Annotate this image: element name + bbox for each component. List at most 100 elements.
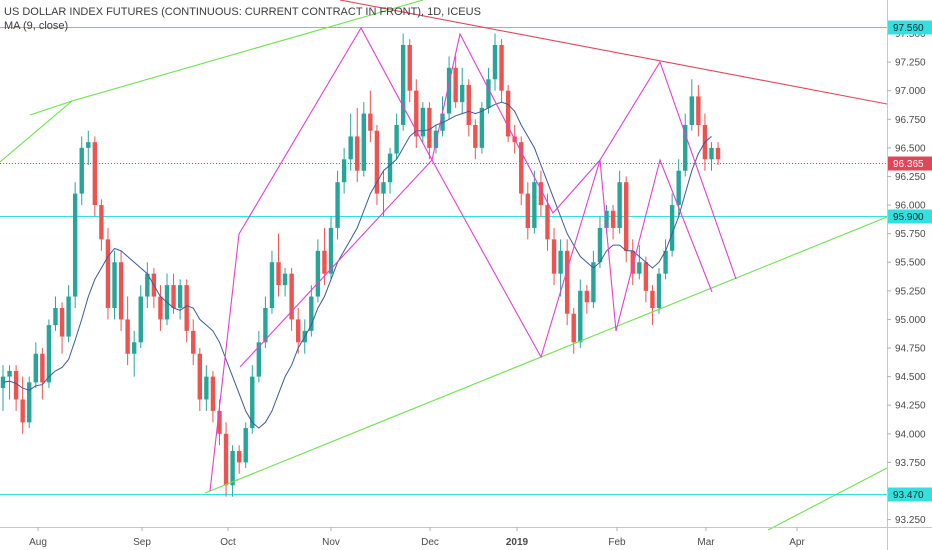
candle [341,147,347,194]
current-price-tag-label: 96.365 [893,159,924,170]
candle-body [7,370,12,377]
candle-body [637,262,642,274]
candle [158,285,163,331]
candle-body [479,107,485,148]
trendline-drawings [0,0,888,531]
candle [184,279,189,343]
candle [591,250,596,308]
candle-body [696,96,701,125]
candle-body [282,273,288,286]
candle [92,136,98,217]
y-tick-label: 96.750 [895,115,926,126]
candle [420,102,426,143]
candle-body [355,136,360,171]
candle [551,227,557,286]
candle-body [505,90,511,137]
candle [584,285,590,314]
candle [597,216,603,268]
candle-body [427,107,432,148]
x-tick-label: Dec [421,537,439,548]
candle-body [125,319,130,354]
price-level-tag [888,209,932,224]
candle-body [715,147,721,160]
price-level-tag-label: 95.900 [893,212,924,223]
x-tick-label: Mar [697,537,715,548]
green-support-trendline [204,216,888,494]
candle [414,79,419,148]
candle [282,267,288,297]
candle-body [433,130,439,148]
candle-body [256,342,262,377]
candle [381,170,386,217]
candle [13,365,19,411]
candle [112,250,117,320]
y-tick-label: 95.250 [895,286,926,297]
candle-body [578,290,583,343]
candlestick-series [0,33,721,497]
candle-body [420,107,426,137]
candle [407,39,412,103]
y-tick-label: 94.250 [895,401,926,412]
candle [177,279,183,320]
candle-body [184,285,189,331]
candle-body [492,44,498,80]
y-tick-label: 96.000 [895,201,926,212]
candle-body [584,290,590,303]
candle-body [348,136,353,160]
candle-body [276,262,281,286]
candle-body [112,262,117,308]
y-tick-label: 93.750 [895,458,926,469]
candle [145,262,150,308]
candle-body [263,307,268,343]
y-tick-label: 93.250 [895,515,926,526]
candle [315,239,321,303]
candle [479,102,485,154]
y-tick-label: 95.500 [895,258,926,269]
candle [59,302,65,354]
candle [138,285,143,349]
candle-body [230,450,235,486]
candle-body [20,399,25,423]
candle [171,273,176,314]
candle [617,170,622,234]
candle [446,56,452,120]
candle-body [630,250,635,274]
candle-body [610,210,616,228]
candle [630,239,635,286]
candle-body [453,67,458,103]
candle [571,307,576,354]
candle [505,84,511,143]
candle [256,330,262,383]
candle-body [243,428,248,463]
candle-body [309,296,314,331]
candle [564,239,570,326]
candle-body [387,153,393,183]
candle [650,285,655,326]
candle-body [59,307,65,337]
candle [532,170,537,234]
candle [164,273,170,326]
candle [125,296,130,366]
candle [643,256,649,303]
y-tick-label: 97.000 [895,86,926,97]
candle-body [460,84,465,103]
candle-body [617,182,622,228]
candle-body [341,159,347,183]
x-tick-label: Sep [133,537,151,548]
candle [525,182,530,240]
candle-body [335,182,340,228]
candle [33,342,38,389]
candle-body [138,296,143,343]
candle-body [204,376,209,400]
candle-body [236,450,242,463]
candle [492,33,498,91]
candle [394,113,399,160]
candle [86,130,91,166]
chart-legend: US DOLLAR INDEX FUTURES (CONTINUOUS: CUR… [4,5,481,33]
candle [709,142,714,171]
candle-body [466,84,471,125]
y-tick-label: 94.750 [895,344,926,355]
price-level-tag-label: 93.470 [893,490,924,501]
